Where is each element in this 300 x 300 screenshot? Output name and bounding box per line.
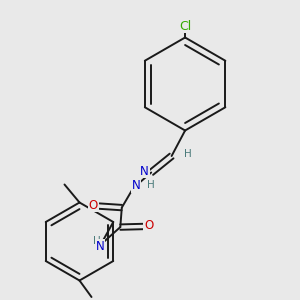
Text: N: N (95, 239, 104, 253)
Text: H: H (147, 179, 154, 190)
Text: N: N (132, 179, 141, 192)
Text: Cl: Cl (179, 20, 191, 33)
Text: H: H (184, 148, 192, 159)
Text: O: O (89, 199, 98, 212)
Text: H: H (93, 236, 101, 246)
Text: O: O (144, 219, 153, 232)
Text: N: N (140, 164, 149, 178)
